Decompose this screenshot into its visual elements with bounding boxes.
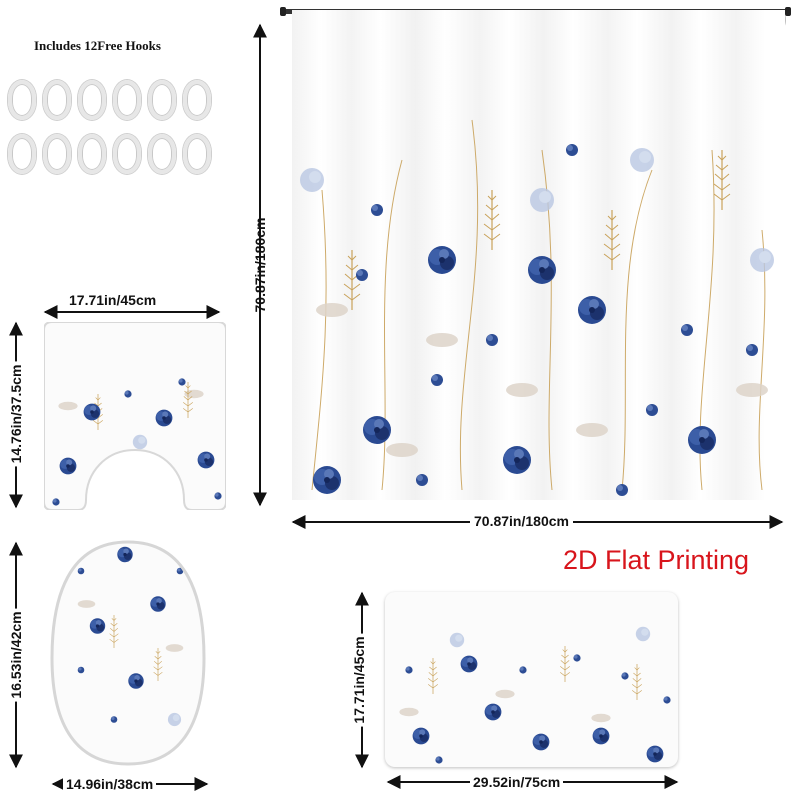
bath-mat-height-label: 17.71in/45cm [351, 633, 367, 727]
lid-cover-height-label: 16.53in/42cm [8, 608, 24, 702]
curtain-height-arrow [253, 23, 267, 507]
printing-label: 2D Flat Printing [563, 545, 750, 575]
bath-mat-width-label: 29.52in/75cm [470, 774, 564, 790]
c-ring-hook-icon [78, 134, 106, 174]
lid-cover-width-label: 14.96in/38cm [63, 776, 157, 792]
curtain-width-label: 70.87in/180cm [470, 513, 573, 529]
hooks-row-2 [8, 134, 228, 174]
c-ring-hook-icon [183, 80, 211, 120]
c-ring-hook-icon [148, 80, 176, 120]
hooks-group [8, 80, 228, 174]
c-ring-hook-icon [113, 134, 141, 174]
curtain-floral-print [300, 119, 774, 496]
shower-curtain [292, 10, 785, 500]
c-ring-hook-icon [183, 134, 211, 174]
contour-mat-width-arrow [43, 305, 221, 319]
c-ring-hook-icon [8, 134, 36, 174]
contour-mat-height-label: 14.76in/37.5cm [8, 361, 24, 467]
bath-mat [385, 592, 678, 767]
contour-mat-width-label: 17.71in/45cm [66, 292, 160, 308]
lid-cover [50, 540, 206, 766]
hooks-row-1 [8, 80, 228, 120]
c-ring-hook-icon [8, 80, 36, 120]
contour-mat [44, 322, 226, 510]
c-ring-hook-icon [43, 80, 71, 120]
hooks-title: Includes 12Free Hooks [34, 38, 161, 53]
c-ring-hook-icon [148, 134, 176, 174]
c-ring-hook-icon [78, 80, 106, 120]
bath-mat-floral-print [399, 626, 671, 764]
c-ring-hook-icon [43, 134, 71, 174]
c-ring-hook-icon [113, 80, 141, 120]
curtain-height-label: 70.87in/180cm [252, 217, 268, 313]
